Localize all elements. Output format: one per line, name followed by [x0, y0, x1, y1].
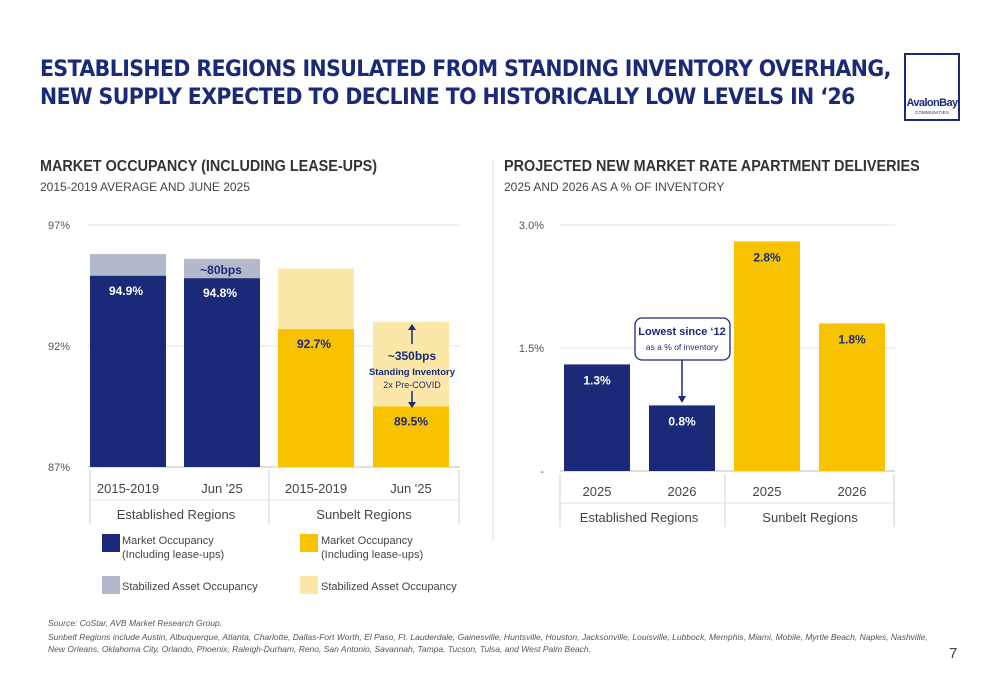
occupancy-group-label: Sunbelt Regions — [316, 507, 412, 522]
legend-sunbelt-market: Market Occupancy (Including lease-ups) — [321, 534, 423, 562]
slide-title: ESTABLISHED REGIONS INSULATED FROM STAND… — [40, 56, 891, 112]
logo-name: AvalonBay — [906, 97, 958, 109]
legend-est-market-line2: (Including lease-ups) — [122, 549, 225, 561]
deliveries-bar — [819, 323, 885, 471]
deliveries-data-label: 0.8% — [668, 414, 696, 428]
right-chart-subtitle: 2025 AND 2026 AS A % OF INVENTORY — [504, 180, 725, 194]
market-occupancy-data-label: 94.8% — [203, 286, 237, 300]
deliveries-x-tick-label: 2026 — [838, 484, 867, 499]
legend-est-market-line1: Market Occupancy — [122, 535, 214, 547]
left-chart-subtitle: 2015-2019 AVERAGE AND JUNE 2025 — [40, 180, 250, 194]
deliveries-y-tick-label: - — [540, 466, 544, 478]
arrow-up-head-icon — [408, 324, 416, 330]
occupancy-bars: 94.9% 94.8% 92.7% 89.5% — [90, 254, 449, 467]
market-occupancy-data-label: 94.9% — [109, 284, 143, 298]
deliveries-data-label: 1.8% — [838, 332, 866, 346]
sunbelt-gap-annotation: ~350bps — [388, 349, 437, 363]
logo-sub: COMMUNITIES — [914, 110, 950, 115]
occupancy-x-tick-label: 2015-2019 — [97, 481, 159, 496]
legend-swatch-sunbelt-stabilized — [300, 576, 318, 594]
occupancy-x-tick-label: Jun '25 — [201, 481, 243, 496]
occupancy-x-tick-label: Jun '25 — [390, 481, 432, 496]
left-chart-title: MARKET OCCUPANCY (INCLUDING LEASE-UPS) — [40, 158, 378, 175]
arrow-down-head-icon — [408, 402, 416, 408]
pre-covid-label: 2x Pre-COVID — [383, 380, 441, 390]
legend-swatch-sunbelt-market — [300, 534, 318, 552]
occupancy-x-axis: 2015-2019 Jun '25 2015-2019 Jun '25 Establis… — [89, 470, 460, 524]
market-occupancy-data-label: 89.5% — [394, 415, 428, 429]
deliveries-chart: 3.0% 1.5% - 1.3% 0.8% 2.8% 1.8% Lowest since … — [519, 220, 895, 527]
lowest-since-callout-title: Lowest since ‘12 — [638, 326, 725, 338]
occupancy-y-tick-label: 87% — [48, 462, 70, 474]
market-occupancy-bar — [90, 275, 166, 467]
deliveries-x-tick-label: 2025 — [753, 484, 782, 499]
footer-note-1: Sunbelt Regions include Austin, Albuquer… — [48, 632, 928, 642]
legend-est-market: Market Occupancy (Including lease-ups) — [122, 534, 224, 562]
page-number: 7 — [949, 645, 958, 662]
standing-inventory-label: Standing Inventory — [369, 367, 456, 378]
legend-est-stabilized: Stabilized Asset Occupancy — [122, 581, 258, 593]
title-line-2: NEW SUPPLY EXPECTED TO DECLINE TO HISTOR… — [40, 85, 855, 110]
deliveries-bar — [649, 405, 715, 471]
occupancy-y-tick-label: 97% — [48, 220, 70, 232]
right-chart-title: PROJECTED NEW MARKET RATE APARTMENT DELI… — [504, 158, 920, 175]
legend-swatch-est-stabilized — [102, 576, 120, 594]
lowest-since-callout-box — [634, 317, 731, 361]
footer-note-2: New Orleans, Oklahoma City, Orlando, Pho… — [48, 644, 592, 654]
deliveries-x-axis: 2025 2026 2025 2026 Established Regions Sunbe… — [559, 474, 895, 527]
market-occupancy-bar — [373, 406, 449, 467]
deliveries-bar — [564, 364, 630, 471]
deliveries-bars: 1.3% 0.8% 2.8% 1.8% — [564, 241, 885, 471]
deliveries-x-tick-label: 2026 — [668, 484, 697, 499]
legend-sunbelt-stabilized: Stabilized Asset Occupancy — [321, 581, 457, 593]
occupancy-group-label: Established Regions — [117, 507, 236, 522]
legend-sunbelt-market-line1: Market Occupancy — [321, 535, 413, 547]
legend-swatch-est-market — [102, 534, 120, 552]
legend-sunbelt-market-line2: (Including lease-ups) — [321, 549, 424, 561]
market-occupancy-bar — [184, 278, 260, 467]
est-gap-annotation: ~80bps — [200, 263, 242, 277]
avalonbay-logo: AvalonBay COMMUNITIES — [904, 53, 960, 121]
callout-arrow-head-icon — [678, 396, 686, 403]
deliveries-y-tick-label: 3.0% — [519, 220, 544, 232]
occupancy-y-tick-label: 92% — [48, 341, 70, 353]
market-occupancy-bar — [278, 329, 354, 467]
title-line-1: ESTABLISHED REGIONS INSULATED FROM STAND… — [40, 57, 891, 82]
deliveries-bar — [734, 241, 800, 471]
lowest-since-callout-sub: as a % of inventory — [646, 342, 719, 352]
deliveries-x-tick-label: 2025 — [583, 484, 612, 499]
deliveries-y-tick-label: 1.5% — [519, 343, 544, 355]
deliveries-group-label: Sunbelt Regions — [762, 510, 858, 525]
deliveries-group-label: Established Regions — [580, 510, 699, 525]
deliveries-data-label: 2.8% — [753, 250, 781, 264]
market-occupancy-data-label: 92.7% — [297, 337, 331, 351]
occupancy-x-tick-label: 2015-2019 — [285, 481, 347, 496]
deliveries-data-label: 1.3% — [583, 373, 611, 387]
occupancy-chart: 97% 92% 87% 94.9% 94.8% 92.7% 89.5% ~80bps ~3… — [48, 220, 460, 524]
footer-source: Source: CoStar, AVB Market Research Grou… — [48, 618, 223, 628]
